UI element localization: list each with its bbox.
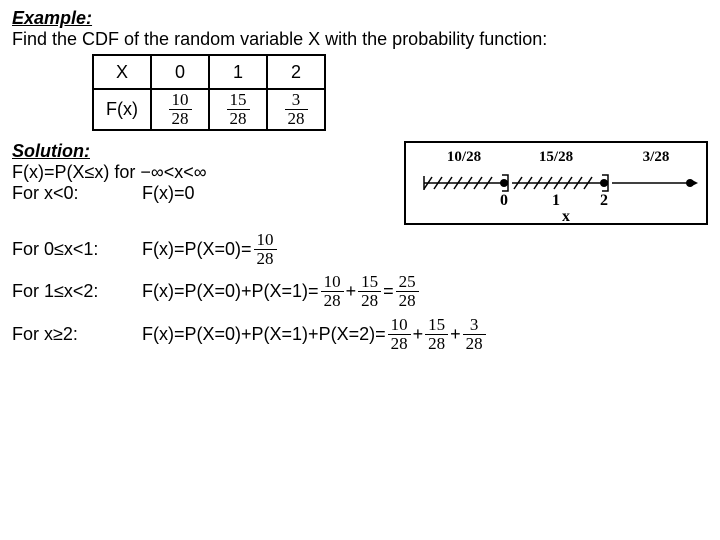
cdf-definition: F(x)=P(X≤x) for −∞<x<∞: [12, 162, 398, 183]
pmf-val-0: 1028: [151, 89, 209, 130]
prob-label-2: 3/28: [643, 149, 670, 165]
pmf-col-2: 2: [267, 55, 325, 89]
prob-label-0: 10/28: [447, 149, 481, 165]
row0: For x<0:F(x)=0: [12, 183, 398, 204]
example-label: Example:: [12, 8, 92, 28]
solution-heading: Solution:: [12, 141, 398, 162]
row3: For x≥2: F(x)=P(X=0)+P(X=1)+P(X=2)= 1028…: [12, 316, 708, 353]
prob-label-1: 15/28: [539, 149, 573, 165]
pmf-header-x: X: [93, 55, 151, 89]
svg-text:0: 0: [500, 192, 508, 209]
pmf-table: X 0 1 2 F(x) 1028 1528 328: [92, 54, 326, 131]
svg-text:2: 2: [600, 192, 608, 209]
example-heading: Example:: [12, 8, 708, 29]
pmf-col-1: 1: [209, 55, 267, 89]
pmf-row-label: F(x): [93, 89, 151, 130]
pmf-val-2: 328: [267, 89, 325, 130]
pmf-val-1: 1528: [209, 89, 267, 130]
number-line-diagram: 10/28 15/28 3/28 0 1 2 x: [404, 141, 708, 225]
pmf-col-0: 0: [151, 55, 209, 89]
example-prompt: Find the CDF of the random variable X wi…: [12, 29, 708, 50]
svg-text:x: x: [562, 208, 570, 223]
svg-text:1: 1: [552, 192, 560, 209]
row2: For 1≤x<2: F(x)=P(X=0)+P(X=1)= 1028 + 15…: [12, 273, 708, 310]
row1: For 0≤x<1: F(x)=P(X=0)= 1028: [12, 231, 708, 268]
